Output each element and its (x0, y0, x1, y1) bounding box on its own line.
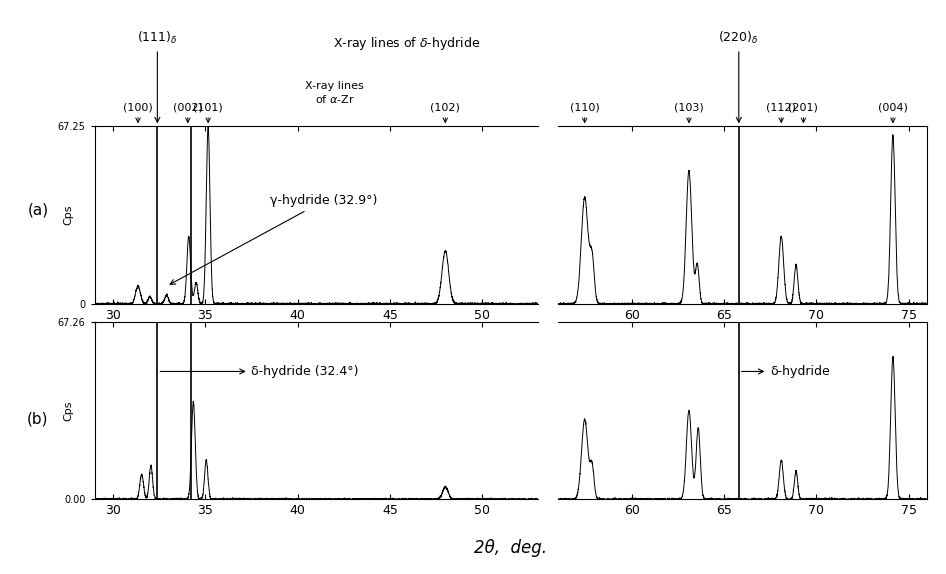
Text: (110): (110) (569, 102, 600, 122)
Text: 2θ,  deg.: 2θ, deg. (474, 539, 548, 557)
Text: Cps: Cps (63, 400, 73, 421)
Text: (201): (201) (788, 102, 818, 122)
Text: (101): (101) (193, 102, 223, 122)
Text: (a): (a) (27, 202, 48, 217)
Text: (112): (112) (766, 102, 797, 122)
Text: δ-hydride: δ-hydride (742, 365, 830, 378)
Text: X-ray lines of $\delta$-hydride: X-ray lines of $\delta$-hydride (333, 34, 481, 52)
Text: $(111)_\delta$: $(111)_\delta$ (137, 30, 178, 122)
Text: γ-hydride (32.9°): γ-hydride (32.9°) (170, 195, 377, 284)
Text: (100): (100) (123, 102, 153, 122)
Text: (102): (102) (430, 102, 461, 122)
Text: (b): (b) (27, 412, 48, 426)
Text: X-ray lines
of $\alpha$-Zr: X-ray lines of $\alpha$-Zr (306, 81, 364, 105)
Text: (103): (103) (674, 102, 704, 122)
Text: (004): (004) (878, 102, 908, 122)
Text: $(220)_\delta$: $(220)_\delta$ (718, 30, 759, 122)
Text: δ-hydride (32.4°): δ-hydride (32.4°) (160, 365, 359, 378)
Text: Cps: Cps (63, 205, 73, 226)
Text: (002): (002) (173, 102, 202, 122)
